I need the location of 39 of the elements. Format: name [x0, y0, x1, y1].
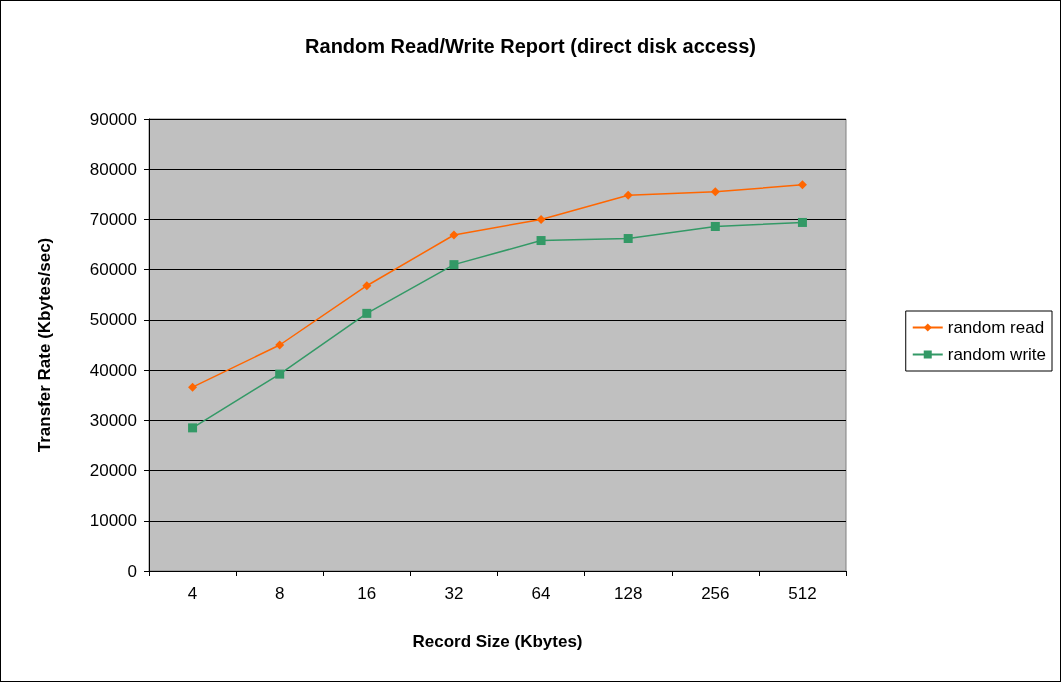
y-tick-label: 70000 — [89, 209, 137, 229]
y-tick-label: 30000 — [89, 410, 137, 430]
point — [536, 236, 546, 246]
x-tick-label: 8 — [274, 584, 285, 603]
y-tick-label: 10000 — [89, 511, 137, 531]
y-axis-title: Transfer Rate (Kbytes/sec) — [35, 237, 54, 453]
point — [710, 221, 720, 231]
point — [536, 214, 546, 224]
chart-title: Random Read/Write Report (direct disk access) — [305, 35, 756, 57]
point — [362, 308, 372, 318]
point — [188, 423, 198, 433]
x-tick-label: 32 — [444, 584, 464, 603]
point — [449, 260, 459, 270]
point — [362, 281, 372, 291]
y-tick-label: 90000 — [89, 109, 137, 129]
point — [623, 190, 633, 200]
x-tick-label: 16 — [357, 584, 377, 603]
point — [449, 230, 459, 240]
legend-label: random read — [947, 318, 1045, 337]
point — [623, 234, 633, 244]
y-tick-label: 0 — [127, 561, 137, 581]
y-tick-label: 80000 — [89, 159, 137, 179]
point — [797, 180, 807, 190]
x-tick-label: 512 — [788, 584, 817, 603]
point — [710, 187, 720, 197]
x-tick-label: 64 — [531, 584, 551, 603]
legend-label: random write — [947, 345, 1047, 364]
x-tick-label: 256 — [701, 584, 730, 603]
x-axis-title: Record Size (Kbytes) — [412, 632, 583, 651]
point — [188, 382, 198, 392]
point — [275, 340, 285, 350]
x-tick-label: 4 — [187, 584, 198, 603]
y-tick-label: 60000 — [89, 260, 137, 280]
point — [275, 369, 285, 379]
y-tick-label: 50000 — [89, 310, 137, 330]
y-tick-label: 20000 — [89, 461, 137, 481]
y-tick-label: 40000 — [89, 360, 137, 380]
point — [797, 217, 807, 227]
x-tick-label: 128 — [614, 584, 643, 603]
